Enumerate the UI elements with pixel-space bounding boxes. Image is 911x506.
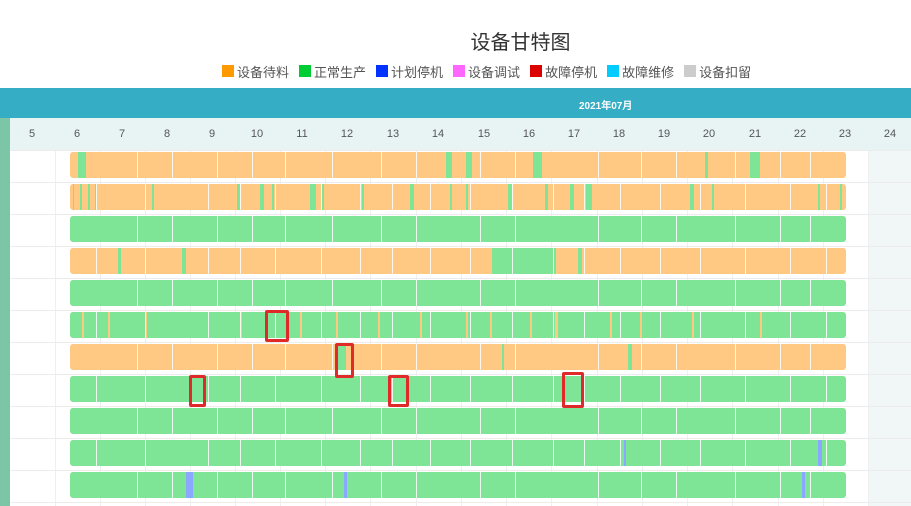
- legend-item-planned-stop[interactable]: 计划停机: [376, 62, 443, 81]
- grid-row-line: [10, 182, 911, 183]
- grid-column-line: [325, 150, 326, 506]
- grid-row-line: [10, 470, 911, 471]
- legend-swatch: [684, 65, 697, 77]
- day-label: 19: [657, 128, 671, 140]
- day-label: 11: [296, 128, 308, 140]
- legend-label: 故障停机: [545, 65, 598, 81]
- legend-item-waiting[interactable]: 设备待料: [222, 62, 289, 81]
- grid-row-line: [10, 278, 911, 279]
- legend-item-fault-repair[interactable]: 故障维修: [607, 62, 674, 81]
- day-label: 8: [163, 128, 171, 140]
- grid-row-line: [10, 406, 911, 407]
- grid-column-line: [370, 150, 371, 506]
- day-label: 20: [702, 128, 716, 140]
- legend-swatch: [607, 65, 620, 77]
- legend-item-detained[interactable]: 设备扣留: [684, 62, 751, 81]
- grid-column-line: [823, 150, 824, 506]
- legend-swatch: [453, 65, 466, 77]
- grid-column-line: [145, 150, 146, 506]
- day-label: 5: [28, 128, 36, 140]
- day-label: 13: [386, 128, 400, 140]
- grid-column-line: [868, 150, 869, 506]
- grid-row-line: [10, 150, 911, 151]
- grid-row-line: [10, 374, 911, 375]
- grid-column-line: [732, 150, 733, 506]
- grid-column-line: [551, 150, 552, 506]
- grid-column-line: [100, 150, 101, 506]
- grid-column-line: [190, 150, 191, 506]
- out-of-range-shade: [868, 150, 911, 506]
- day-label: 16: [522, 128, 536, 140]
- day-label: 12: [340, 128, 354, 140]
- grid-column-line: [416, 150, 417, 506]
- legend-label: 设备待料: [237, 65, 290, 81]
- grid-column-line: [280, 150, 281, 506]
- grid-row-line: [10, 246, 911, 247]
- legend-swatch: [376, 65, 389, 77]
- day-label: 18: [612, 128, 626, 140]
- grid-column-line: [55, 150, 56, 506]
- grid-column-line: [235, 150, 236, 506]
- day-label: 6: [73, 128, 81, 140]
- chart-title: 设备甘特图: [470, 30, 571, 54]
- grid-column-line: [687, 150, 688, 506]
- legend-label: 故障维修: [622, 65, 675, 81]
- day-label: 10: [250, 128, 264, 140]
- grid-column-line: [642, 150, 643, 506]
- month-header: 2021年07月: [10, 88, 911, 118]
- grid-row-line: [10, 310, 911, 311]
- day-header: 5 6 7 8 9 10 11 12 13 14 15 16 17 18 19 20 21 22 23 24: [10, 118, 911, 151]
- legend-swatch: [299, 65, 312, 77]
- grid-row-line: [10, 214, 911, 215]
- day-label: 23: [838, 128, 852, 140]
- day-label: 24: [883, 128, 897, 140]
- legend-item-production[interactable]: 正常生产: [299, 62, 366, 81]
- grid-row-line: [10, 438, 911, 439]
- day-label: 14: [431, 128, 445, 140]
- legend-label: 正常生产: [314, 65, 367, 81]
- day-label: 21: [748, 128, 762, 140]
- day-label: 15: [477, 128, 491, 140]
- legend-label: 计划停机: [391, 65, 444, 81]
- legend-item-fault-stop[interactable]: 故障停机: [530, 62, 597, 81]
- grid-column-line: [461, 150, 462, 506]
- legend-swatch: [222, 65, 234, 77]
- grid-column-line: [506, 150, 507, 506]
- left-accent-header: [0, 88, 10, 118]
- grid-column-line: [778, 150, 779, 506]
- left-accent-rows: [0, 118, 10, 506]
- legend-item-debugging[interactable]: 设备调试: [453, 62, 520, 81]
- day-label: 7: [118, 128, 126, 140]
- day-label: 9: [208, 128, 216, 140]
- day-label: 22: [793, 128, 807, 140]
- grid-row-line: [10, 502, 911, 503]
- day-label: 17: [567, 128, 581, 140]
- month-label: 2021年07月: [579, 101, 633, 112]
- legend-label: 设备扣留: [699, 65, 752, 81]
- legend-swatch: [530, 65, 543, 77]
- legend: 设备待料 正常生产 计划停机 设备调试 故障停机 故障维修 设备扣留: [222, 61, 751, 81]
- gantt-grid: [10, 150, 911, 506]
- grid-row-line: [10, 342, 911, 343]
- legend-label: 设备调试: [468, 65, 521, 81]
- grid-column-line: [597, 150, 598, 506]
